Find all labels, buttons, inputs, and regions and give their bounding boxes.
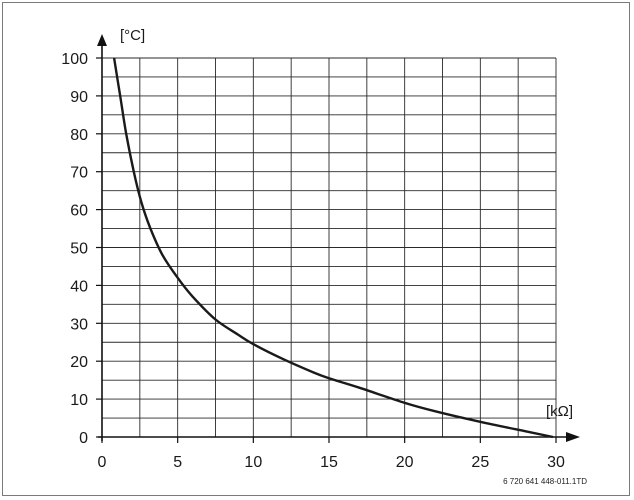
x-tick-label: 10 xyxy=(244,454,262,471)
y-tick-label: 90 xyxy=(70,89,88,106)
x-axis-unit: [kΩ] xyxy=(546,403,573,420)
figure-frame xyxy=(2,2,630,496)
x-tick-label: 0 xyxy=(98,454,107,471)
x-tick-label: 25 xyxy=(471,454,489,471)
y-tick-label: 60 xyxy=(70,203,88,220)
axes xyxy=(96,34,580,443)
y-tick-label: 50 xyxy=(70,241,88,258)
x-tick-label: 15 xyxy=(320,454,338,471)
y-axis-arrow xyxy=(97,34,107,46)
x-tick-label: 30 xyxy=(547,454,565,471)
y-tick-label: 70 xyxy=(70,165,88,182)
x-tick-label: 5 xyxy=(173,454,182,471)
grid xyxy=(102,57,557,437)
y-tick-label: 80 xyxy=(70,127,88,144)
y-tick-labels: 0 10 20 30 40 50 60 70 80 90 100 xyxy=(61,51,88,447)
y-tick-label: 40 xyxy=(70,278,88,295)
series-group xyxy=(112,57,554,439)
y-tick-label: 100 xyxy=(61,51,88,68)
y-tick-label: 30 xyxy=(70,316,88,333)
y-tick-label: 0 xyxy=(79,430,88,447)
y-axis-unit: [°C] xyxy=(120,27,145,44)
series-line xyxy=(112,57,554,439)
x-axis-arrow xyxy=(566,432,580,442)
x-tick-label: 20 xyxy=(396,454,414,471)
figure-id: 6 720 641 448-011.1TD xyxy=(503,477,587,486)
x-tick-labels: 0 5 10 15 20 25 30 xyxy=(98,454,565,471)
y-tick-label: 20 xyxy=(70,354,88,371)
y-tick-label: 10 xyxy=(70,392,88,409)
